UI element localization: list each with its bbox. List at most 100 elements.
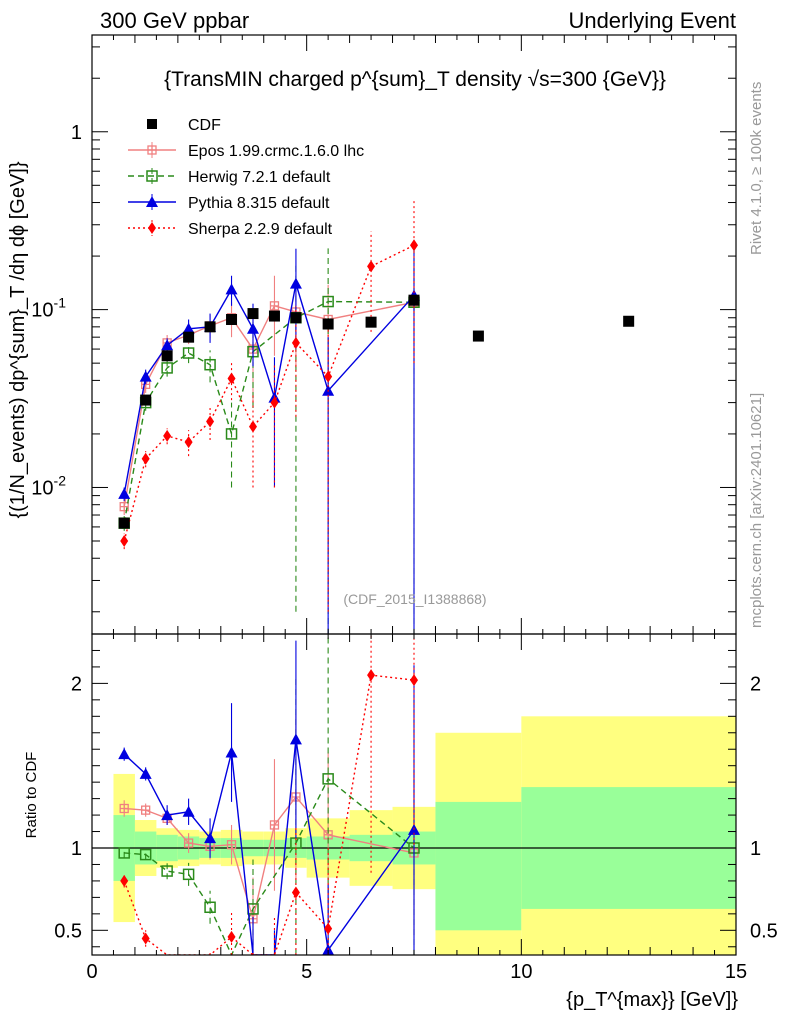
marker — [410, 239, 418, 252]
marker — [161, 865, 173, 877]
marker — [367, 260, 376, 273]
legend-label: CDF — [188, 117, 221, 134]
ratio-series — [118, 640, 420, 955]
marker — [161, 362, 173, 374]
marker — [206, 415, 215, 428]
marker — [146, 170, 158, 182]
cdf-point — [226, 313, 238, 325]
cdf-point — [472, 330, 484, 342]
marker — [141, 806, 150, 815]
marker — [147, 119, 157, 129]
cdf-point — [365, 316, 377, 328]
legend-entry: Herwig 7.2.1 default — [128, 168, 331, 186]
series-layer — [118, 200, 420, 955]
marker — [139, 767, 152, 779]
marker — [139, 848, 152, 861]
marker — [146, 196, 158, 207]
y-axis-label: {(1/N_events) dp^{sum}_T /dη dϕ [GeV]} — [7, 161, 29, 518]
cdf-point — [408, 294, 420, 306]
marker — [225, 746, 238, 758]
cdf-point — [118, 517, 130, 529]
ratio-line — [124, 777, 415, 955]
cdf-point — [290, 312, 302, 324]
marker — [182, 347, 195, 359]
cdf-point — [623, 315, 635, 327]
marker — [204, 901, 216, 914]
marker — [270, 301, 279, 310]
marker — [161, 339, 174, 351]
marker — [120, 804, 129, 813]
marker — [247, 322, 259, 334]
y-tick-label: 10-1 — [31, 295, 66, 322]
series-line — [123, 300, 415, 524]
marker — [184, 436, 193, 449]
marker — [118, 487, 131, 499]
marker — [120, 502, 129, 511]
cdf-point — [183, 331, 195, 343]
legend: CDF Epos 1.99.crmc.1.6.0 lhc Herwig 7.2.1 … — [128, 117, 364, 238]
marker — [204, 832, 217, 844]
marker — [118, 847, 130, 859]
marker — [291, 336, 300, 349]
y-tick-label: 1 — [71, 122, 82, 144]
marker — [227, 930, 236, 943]
ratio-series — [120, 634, 418, 955]
marker — [324, 370, 333, 383]
cdf-point — [140, 394, 152, 406]
marker — [270, 396, 279, 409]
cdf-point — [322, 318, 334, 330]
marker — [148, 146, 156, 154]
y-tick-label: 10-2 — [31, 472, 66, 499]
cdf-point — [247, 308, 259, 320]
marker — [141, 932, 150, 945]
analysis-id: (CDF_2015_I1388868) — [343, 591, 486, 607]
series-line — [123, 244, 415, 542]
marker — [120, 874, 129, 887]
ratio-tick-label-right: 1 — [750, 838, 761, 860]
ratio-tick-label-left: 1 — [71, 838, 82, 860]
cdf-point — [204, 321, 216, 333]
marker — [182, 868, 195, 881]
x-axis-label: {p_T^{max}} [GeV]} — [566, 989, 738, 1011]
legend-entry: CDF — [147, 117, 221, 134]
ratio-tick-label-left: 0.5 — [54, 920, 82, 942]
marker — [322, 295, 334, 308]
marker — [120, 535, 129, 548]
x-tick-label: 5 — [301, 961, 312, 983]
legend-entry: Epos 1.99.crmc.1.6.0 lhc — [128, 142, 364, 160]
x-tick-label: 10 — [510, 961, 532, 983]
marker — [367, 669, 376, 682]
marker — [161, 809, 174, 821]
legend-entry: Pythia 8.315 default — [128, 194, 330, 212]
ratio-tick-label-left: 2 — [71, 673, 82, 695]
x-tick-label: 0 — [86, 961, 97, 983]
plot-title: {TransMIN charged p^{sum}_T density √s=3… — [164, 68, 666, 91]
marker — [322, 773, 334, 785]
marker — [141, 452, 150, 465]
header-left: 300 GeV ppbar — [100, 8, 249, 33]
legend-entry: Sherpa 2.2.9 default — [128, 220, 333, 238]
marker — [291, 886, 300, 899]
marker — [163, 429, 172, 442]
ratio-line — [123, 674, 415, 955]
marker — [270, 820, 279, 829]
series-line — [123, 301, 415, 507]
ratio-tick-label-right: 2 — [750, 673, 761, 695]
legend-label: Epos 1.99.crmc.1.6.0 lhc — [188, 143, 364, 160]
marker — [204, 358, 216, 371]
marker — [139, 370, 152, 382]
marker — [148, 222, 156, 234]
marker — [227, 840, 236, 849]
cdf-data-layer — [118, 294, 635, 529]
ratio-series — [118, 634, 420, 955]
rivet-label: Rivet 4.1.0, ≥ 100k events — [748, 82, 765, 255]
series-sherpa — [120, 200, 418, 955]
legend-label: Sherpa 2.2.9 default — [188, 221, 333, 238]
marker — [225, 283, 238, 295]
legend-label: Pythia 8.315 default — [188, 195, 330, 212]
marker — [182, 805, 195, 817]
x-tick-label: 15 — [725, 961, 747, 983]
band-green — [435, 801, 522, 931]
marker — [118, 748, 131, 760]
